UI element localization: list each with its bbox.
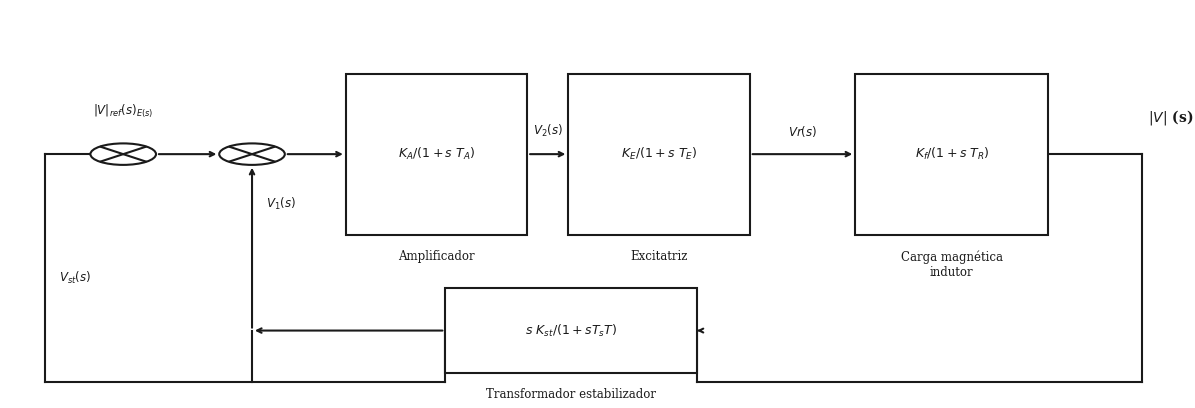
Text: Excitatriz: Excitatriz <box>630 250 687 263</box>
Text: $V_2(s)$: $V_2(s)$ <box>533 123 563 139</box>
Text: $|V|$ (s): $|V|$ (s) <box>1148 108 1194 127</box>
Text: $K_A/(1+s\ T_A)$: $K_A/(1+s\ T_A)$ <box>398 146 476 162</box>
Text: Amplificador: Amplificador <box>398 250 474 263</box>
Text: $V_1(s)$: $V_1(s)$ <box>266 195 296 212</box>
Text: $V_{st}(s)$: $V_{st}(s)$ <box>59 270 91 286</box>
Text: $K_E/(1+s\ T_E)$: $K_E/(1+s\ T_E)$ <box>621 146 697 162</box>
Text: $K_f/(1+s\ T_R)$: $K_f/(1+s\ T_R)$ <box>914 146 989 162</box>
Circle shape <box>91 143 157 165</box>
Bar <box>856 73 1048 235</box>
Bar <box>446 288 697 373</box>
Text: Carga magnética
indutor: Carga magnética indutor <box>901 250 1003 279</box>
Circle shape <box>219 143 284 165</box>
Bar <box>345 73 527 235</box>
Text: $s\ K_{st}/(1+sT_sT)$: $s\ K_{st}/(1+sT_sT)$ <box>525 322 617 339</box>
Text: $Vr(s)$: $Vr(s)$ <box>788 124 817 139</box>
Bar <box>568 73 749 235</box>
Text: Transformador estabilizador: Transformador estabilizador <box>486 388 656 401</box>
Text: $|V|_{ref}(s)_{E(s)}$: $|V|_{ref}(s)_{E(s)}$ <box>93 103 153 120</box>
